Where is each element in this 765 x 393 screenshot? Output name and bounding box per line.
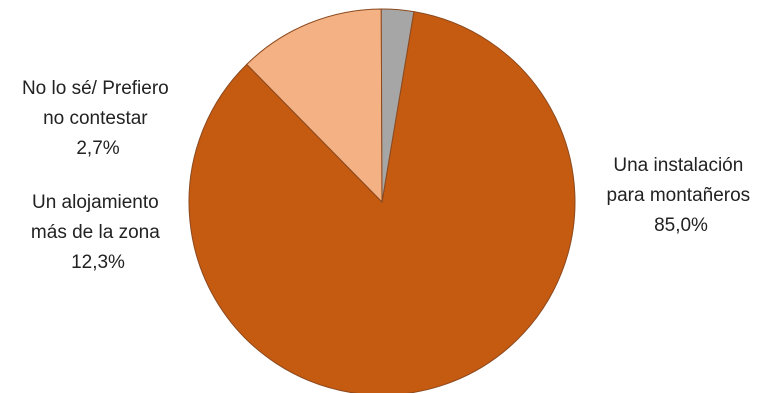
pie-slices	[188, 8, 576, 393]
slice-alojamiento	[246, 8, 383, 204]
slice-label-alojamiento: Un alojamiento más de la zona 12,3%	[31, 192, 165, 273]
slice-label-montaneros: Una instalación para montañeros 85,0%	[607, 155, 756, 236]
slice-no-lo-se	[380, 8, 415, 203]
slice-label-no-lo-se: No lo sé/ Prefiero no contestar 2,7%	[22, 78, 174, 159]
slice-labels: Una instalación para montañeros 85,0% Un…	[22, 78, 756, 273]
